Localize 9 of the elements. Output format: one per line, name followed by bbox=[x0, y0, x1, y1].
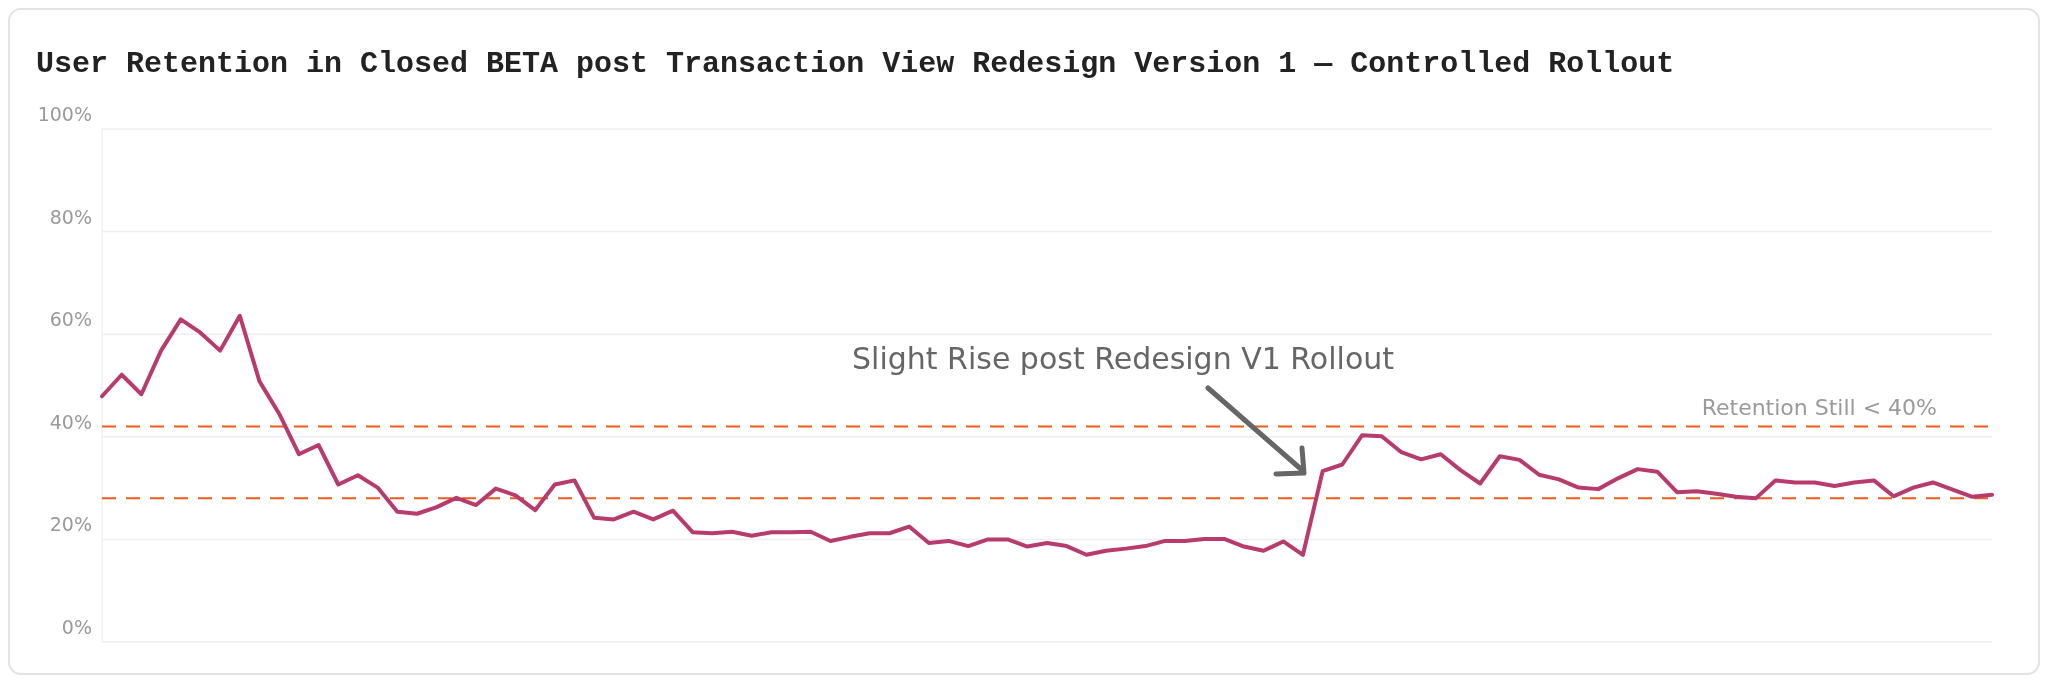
y-tick-label: 80% bbox=[49, 205, 92, 228]
ref-line-label: Retention Still < 40% bbox=[1701, 394, 1937, 420]
annotation: Slight Rise post Redesign V1 Rollout bbox=[852, 341, 1395, 376]
y-tick-label: 100% bbox=[37, 103, 92, 125]
y-tick-label: 40% bbox=[49, 410, 92, 433]
y-tick-label: 0% bbox=[61, 616, 92, 638]
chart-title: User Retention in Closed BETA post Transaction View Redesign Version 1 — Controlled Rollout bbox=[36, 47, 1675, 81]
y-tick-label: 60% bbox=[49, 308, 92, 331]
y-tick-label: 20% bbox=[49, 513, 92, 536]
